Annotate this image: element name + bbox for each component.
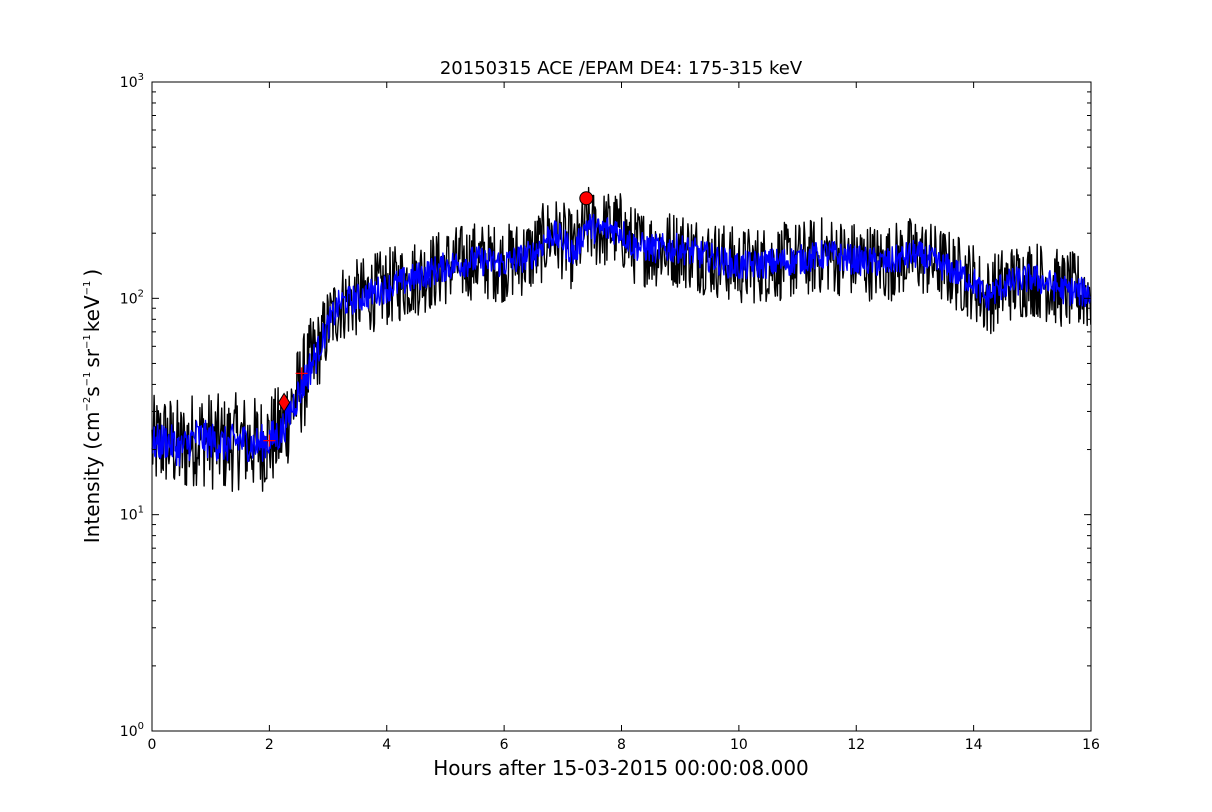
series-line-smoothed bbox=[151, 213, 1092, 467]
y-tick-label-base: 10 bbox=[120, 75, 138, 91]
y-tick-label: 100 bbox=[120, 721, 144, 740]
y-tick-label: 102 bbox=[120, 288, 144, 307]
axes-group bbox=[151, 81, 1092, 732]
y-axis-title: Intensity (cm−2s−1sr−1keV−1) bbox=[80, 269, 104, 543]
x-tick-label: 10 bbox=[730, 737, 748, 753]
y-tick-label-exp: 3 bbox=[138, 72, 144, 83]
y-tick-label-exp: 2 bbox=[138, 288, 144, 299]
y-axis-title-kev: keV bbox=[80, 295, 104, 332]
x-tick-label: 6 bbox=[500, 737, 509, 753]
x-tick-label: 16 bbox=[1082, 737, 1100, 753]
y-tick-label: 103 bbox=[120, 72, 144, 91]
x-tick-label: 8 bbox=[617, 737, 626, 753]
y-tick-label-base: 10 bbox=[120, 724, 138, 740]
y-tick-label-base: 10 bbox=[120, 291, 138, 307]
y-axis-title-sr: sr bbox=[80, 348, 104, 367]
y-tick-label-exp: 1 bbox=[138, 505, 144, 516]
peak-marker-circle bbox=[579, 191, 594, 206]
x-tick-label: 14 bbox=[965, 737, 983, 753]
y-tick-label-exp: 0 bbox=[138, 721, 144, 732]
marker-plus-2 bbox=[263, 434, 276, 447]
y-axis-title-main: Intensity (cm bbox=[80, 412, 104, 544]
x-axis-title: Hours after 15-03-2015 00:00:08.000 bbox=[433, 756, 809, 780]
y-axis-title-exp3: −1 bbox=[82, 334, 93, 349]
marker-plus-1 bbox=[295, 367, 308, 380]
y-axis-title-exp2: −1 bbox=[82, 372, 93, 387]
chart-title: 20150315 ACE /EPAM DE4: 175-315 keV bbox=[440, 58, 803, 79]
y-axis-title-close: ) bbox=[80, 269, 104, 277]
y-tick-label: 101 bbox=[120, 505, 144, 524]
y-axis-title-exp1: −2 bbox=[82, 397, 93, 412]
series-group bbox=[151, 186, 1092, 492]
y-axis-title-exp4: −1 bbox=[82, 281, 93, 296]
x-tick-label: 0 bbox=[148, 737, 157, 753]
onset-marker-diamond bbox=[277, 392, 291, 413]
x-tick-label: 2 bbox=[265, 737, 274, 753]
x-tick-label: 4 bbox=[382, 737, 391, 753]
x-tick-label: 12 bbox=[847, 737, 865, 753]
marker-group bbox=[263, 191, 594, 447]
y-axis-title-s: s bbox=[80, 386, 104, 396]
y-tick-label-base: 10 bbox=[120, 508, 138, 524]
